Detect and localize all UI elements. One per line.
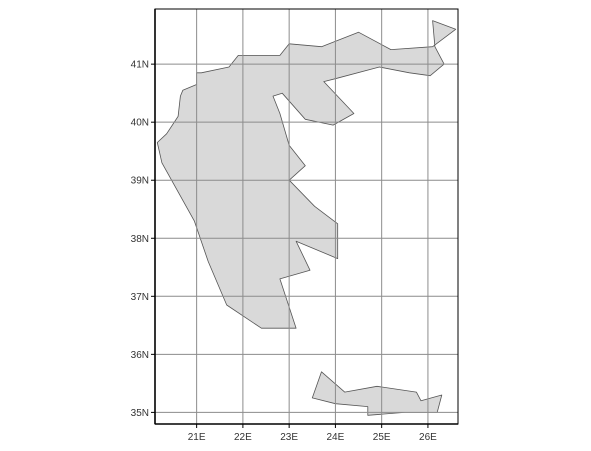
y-tick-label: 37N	[131, 292, 149, 303]
land-mainland	[156, 20, 457, 329]
regions-layer	[156, 20, 457, 416]
y-tick-label: 36N	[131, 350, 149, 361]
x-tick-label: 21E	[188, 432, 206, 443]
x-tick-label: 26E	[419, 432, 437, 443]
y-tick-label: 35N	[131, 408, 149, 419]
x-tick-label: 23E	[280, 432, 298, 443]
x-tick-label: 24E	[327, 432, 345, 443]
x-axis-ticks: 21E 22E 23E 24E 25E 26E	[188, 424, 437, 443]
map-panel	[154, 8, 459, 425]
y-tick-label: 39N	[131, 176, 149, 187]
y-axis-ticks: 35N 36N 37N 38N 39N 40N 41N	[131, 60, 155, 419]
x-tick-label: 22E	[234, 432, 252, 443]
y-tick-label: 38N	[131, 234, 149, 245]
graticule-grid	[155, 9, 458, 424]
land-crete	[311, 371, 443, 416]
x-tick-label: 25E	[373, 432, 391, 443]
y-tick-label: 40N	[131, 118, 149, 129]
y-tick-label: 41N	[131, 60, 149, 71]
